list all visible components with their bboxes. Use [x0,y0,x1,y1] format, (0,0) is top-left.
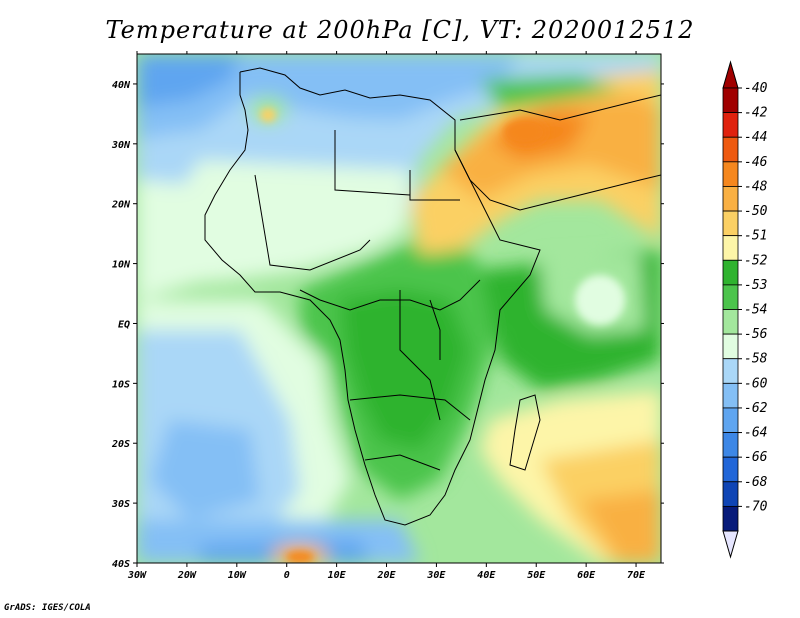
lon-tick-label: 10W [228,570,247,581]
colorbar-label: -44 [744,130,767,145]
colorbar-swatch [722,432,739,458]
temperature-field [137,54,661,563]
colorbar-swatch [722,505,739,532]
colorbar-label: -50 [744,204,768,219]
lat-tick-label: 40S [112,559,130,570]
colorbar-swatch [722,112,739,138]
colorbar-label: -48 [744,179,768,194]
colorbar-label: -46 [744,155,768,170]
coastlines [204,67,661,526]
colorbar-label: -70 [744,499,768,514]
colorbar-swatch [722,161,739,187]
colorbar-label: -58 [744,352,768,367]
lon-tick-label: 60E [577,570,596,581]
lat-tick-label: 30N [111,140,131,151]
colorbar-label: -62 [744,401,768,416]
colorbar-label: -40 [744,81,768,96]
lon-tick-label: 10E [328,570,347,581]
colorbar-label: -42 [744,106,768,121]
lat-tick-label: 10S [112,379,130,390]
lon-tick-label: 0 [284,570,290,581]
colorbar: -40 -42 -44 -46 -48 -50 -51 -52 -53 -54 -56 -58 -60 -… [722,60,768,559]
colorbar-swatch [722,87,739,114]
colorbar-label: -53 [744,278,767,293]
credit-label: GrADS: IGES/COLA [4,603,91,613]
latitude-ticks: 40N 30N 20N 10N EQ 10S 20S 30S 40S [111,80,664,570]
lon-tick-label: 20W [177,570,197,581]
colorbar-swatch [722,309,739,335]
colorbar-label: -56 [744,327,768,342]
lat-tick-label: EQ [118,319,130,330]
colorbar-label: -52 [744,253,768,268]
lat-tick-label: 20S [111,439,130,450]
lon-tick-label: 40E [477,570,496,581]
colorbar-top-arrow [722,60,739,89]
colorbar-label: -66 [744,450,768,465]
lon-tick-label: 70E [627,570,646,581]
colorbar-swatch [722,235,739,261]
colorbar-swatch [722,358,739,384]
colorbar-label: -54 [744,303,767,318]
lat-tick-label: 20N [111,200,131,211]
colorbar-swatch [722,284,739,310]
colorbar-swatch [722,407,739,433]
lon-tick-label: 50E [527,570,546,581]
lat-tick-label: 30S [111,499,130,510]
lat-tick-label: 40N [112,80,131,91]
colorbar-label: -51 [744,229,767,244]
colorbar-label: -60 [744,376,768,391]
colorbar-swatch [722,186,739,212]
lat-tick-label: 10N [112,260,131,271]
longitude-ticks: 30W 20W 10W 0 10E 20E 30E 40E 50E 60E 70E [127,51,646,581]
colorbar-swatch [722,481,739,507]
colorbar-swatch [722,382,739,409]
colorbar-bottom-arrow [722,530,739,559]
colorbar-swatch [722,259,739,286]
colorbar-swatch [722,333,739,360]
colorbar-label: -68 [744,475,768,490]
colorbar-label: -64 [744,426,767,441]
lon-tick-label: 20E [376,570,396,581]
colorbar-swatch [722,136,739,163]
colorbar-swatch [722,456,739,483]
lon-tick-label: 30E [426,570,446,581]
map-title: Temperature at 200hPa [C], VT: 202001251… [105,16,695,44]
colorbar-swatch [722,210,739,237]
map-frame [136,53,662,564]
lon-tick-label: 30W [127,570,147,581]
